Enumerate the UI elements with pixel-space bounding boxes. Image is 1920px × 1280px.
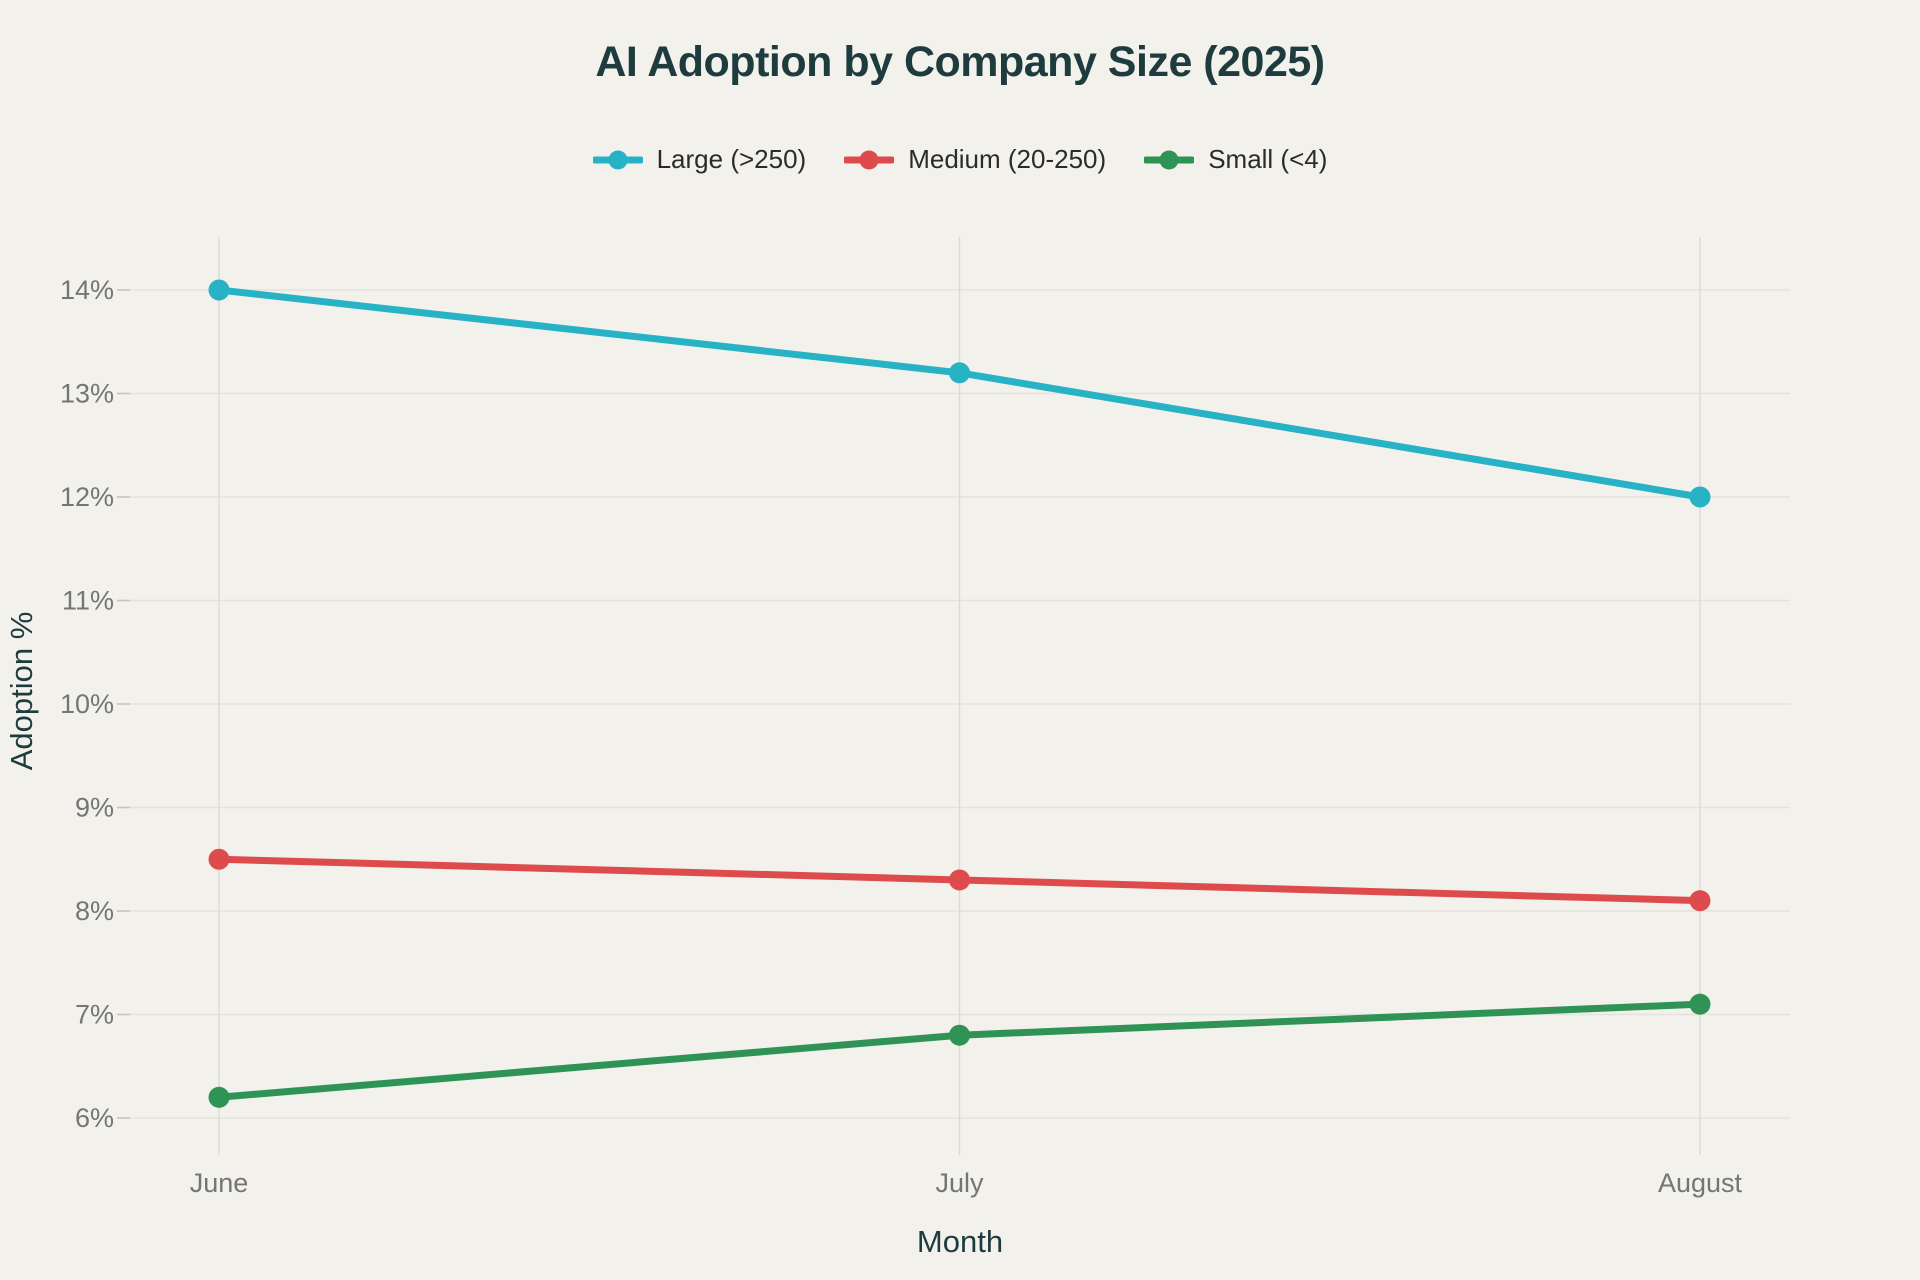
y-tick-label: 8% <box>75 896 114 926</box>
data-point <box>208 279 230 301</box>
y-tick-label: 11% <box>62 586 114 616</box>
y-tick-label: 14% <box>60 275 114 305</box>
y-tick-label: 6% <box>75 1103 114 1133</box>
legend: Large (>250) Medium (20-250) Small (<4) <box>0 144 1920 175</box>
y-axis-title: Adoption % <box>4 611 39 771</box>
legend-item: Large (>250) <box>592 144 807 175</box>
chart-title: AI Adoption by Company Size (2025) <box>595 38 1325 86</box>
y-tick-label: 13% <box>60 379 114 409</box>
data-point <box>949 362 970 384</box>
legend-marker-icon <box>592 150 643 169</box>
legend-marker-icon <box>1144 150 1195 169</box>
legend-label: Large (>250) <box>656 144 807 174</box>
data-point <box>208 848 230 870</box>
legend-label: Medium (20-250) <box>908 144 1107 174</box>
y-tick-label: 10% <box>60 689 114 719</box>
y-tick-label: 12% <box>60 482 114 512</box>
x-tick-label: August <box>1658 1168 1743 1198</box>
y-tick-label: 9% <box>75 793 114 823</box>
data-point <box>1689 890 1711 912</box>
y-tick-label: 7% <box>75 1000 114 1030</box>
data-point <box>949 1024 970 1046</box>
x-tick-label: July <box>935 1168 984 1198</box>
data-point <box>1689 486 1711 508</box>
data-point <box>1689 993 1711 1015</box>
data-point <box>208 1086 230 1108</box>
legend-item: Medium (20-250) <box>844 144 1106 175</box>
data-point <box>949 869 970 891</box>
x-tick-label: June <box>190 1168 249 1198</box>
legend-item: Small (<4) <box>1144 144 1327 175</box>
legend-label: Small (<4) <box>1208 144 1328 174</box>
x-axis-title: Month <box>916 1224 1004 1259</box>
legend-marker-icon <box>844 150 895 169</box>
